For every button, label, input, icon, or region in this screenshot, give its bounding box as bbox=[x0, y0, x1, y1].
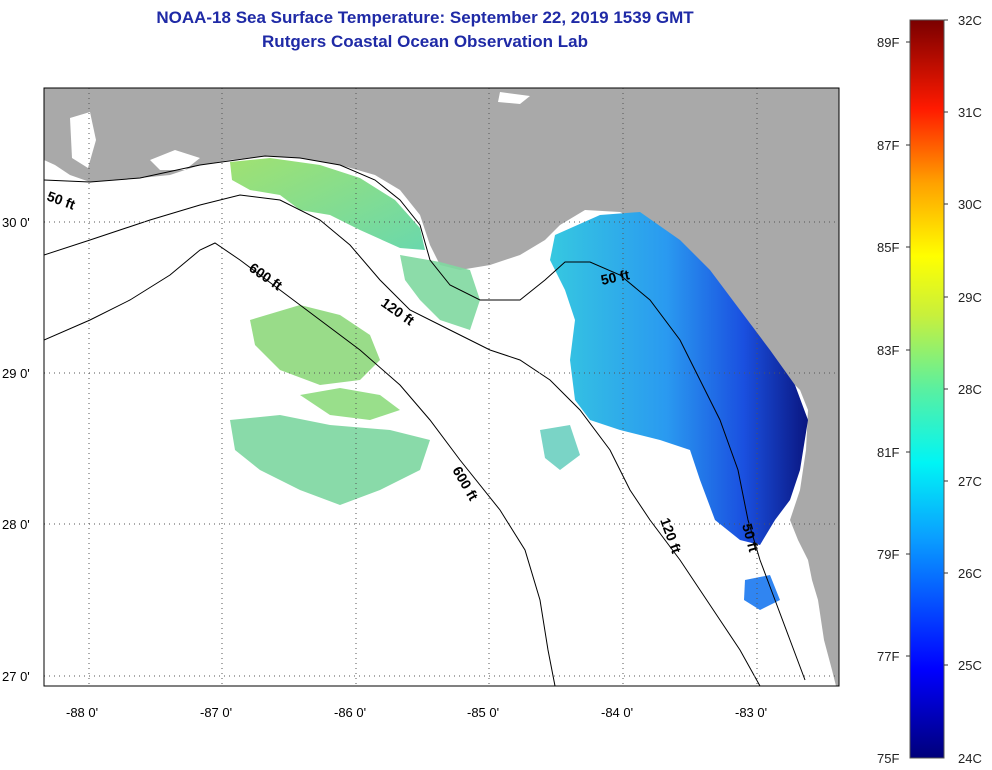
sst-patch-nw bbox=[230, 158, 425, 250]
colorbar-f-77: 77F bbox=[877, 649, 899, 664]
colorbar-f-89: 89F bbox=[877, 35, 899, 50]
colorbar-c-32: 32C bbox=[958, 13, 982, 28]
sst-patch-center bbox=[250, 305, 380, 385]
colorbar-f-83: 83F bbox=[877, 343, 899, 358]
colorbar-c-29: 29C bbox=[958, 290, 982, 305]
lon-label-86: -86 0' bbox=[334, 705, 366, 720]
depth-label-50ft-east: 50 ft bbox=[599, 266, 631, 288]
map-title: NOAA-18 Sea Surface Temperature: Septemb… bbox=[156, 8, 694, 27]
colorbar-c-30: 30C bbox=[958, 197, 982, 212]
lat-label-29: 29 0' bbox=[2, 366, 30, 381]
contour-120ft bbox=[44, 194, 761, 686]
colorbar-c-27: 27C bbox=[958, 474, 982, 489]
colorbar-f-81: 81F bbox=[877, 445, 899, 460]
map-subtitle: Rutgers Coastal Ocean Observation Lab bbox=[262, 32, 588, 51]
sst-patch-south bbox=[230, 415, 430, 505]
depth-label-50ft-south: 50 ft bbox=[739, 522, 762, 554]
colorbar-c-24: 24C bbox=[958, 751, 982, 766]
colorbar-c-26: 26C bbox=[958, 566, 982, 581]
lat-label-28: 28 0' bbox=[2, 517, 30, 532]
colorbar bbox=[909, 19, 945, 759]
lon-label-84: -84 0' bbox=[601, 705, 633, 720]
lon-label-88: -88 0' bbox=[66, 705, 98, 720]
colorbar-f-87: 87F bbox=[877, 138, 899, 153]
lat-label-27: 27 0' bbox=[2, 669, 30, 684]
colorbar-f-75: 75F bbox=[877, 751, 899, 766]
contour-600ft bbox=[44, 242, 556, 686]
colorbar-f-79: 79F bbox=[877, 547, 899, 562]
sst-patch-florida bbox=[550, 212, 808, 545]
map-frame bbox=[43, 87, 840, 687]
colorbar-c-28: 28C bbox=[958, 382, 982, 397]
lat-label-30: 30 0' bbox=[2, 215, 30, 230]
lon-label-85: -85 0' bbox=[467, 705, 499, 720]
colorbar-c-31: 31C bbox=[958, 105, 982, 120]
lon-label-87: -87 0' bbox=[200, 705, 232, 720]
colorbar-f-85: 85F bbox=[877, 240, 899, 255]
land-mass bbox=[44, 88, 839, 686]
contour-50ft-west bbox=[44, 155, 806, 681]
colorbar-c-25: 25C bbox=[958, 658, 982, 673]
lon-label-83: -83 0' bbox=[735, 705, 767, 720]
